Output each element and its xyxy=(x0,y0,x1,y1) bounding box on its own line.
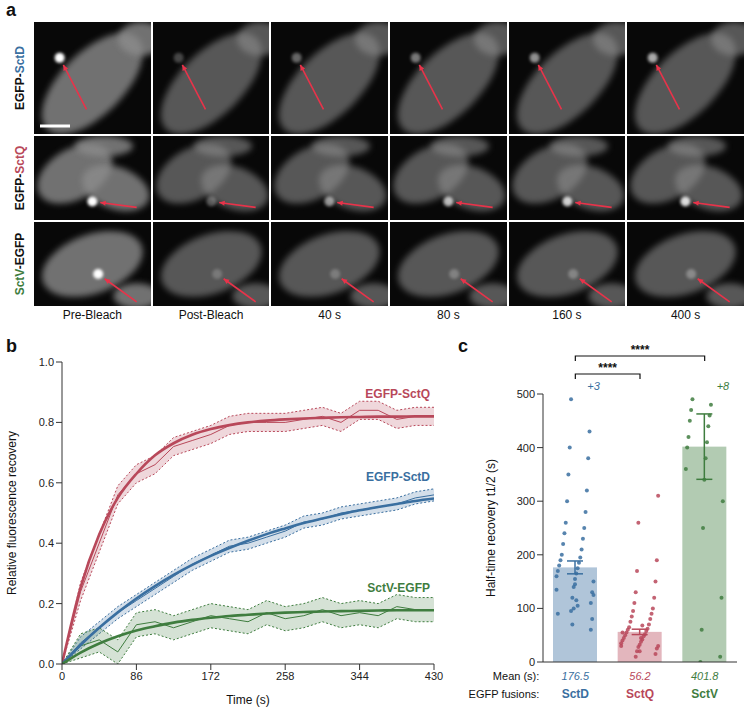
svg-text:SctV-EGFP: SctV-EGFP xyxy=(367,581,430,595)
svg-text:EGFP-SctQ: EGFP-SctQ xyxy=(13,146,27,211)
svg-text:EGFP fusions:: EGFP fusions: xyxy=(469,688,540,700)
svg-text:SctQ: SctQ xyxy=(626,687,654,701)
svg-text:430: 430 xyxy=(425,670,443,682)
html-text:a: a xyxy=(6,0,16,20)
svg-text:0.2: 0.2 xyxy=(39,598,54,610)
svg-text:344: 344 xyxy=(350,670,368,682)
html-text:Pre-Bleach: Pre-Bleach xyxy=(62,308,122,322)
svg-text:SctD: SctD xyxy=(562,687,590,701)
html-text:160 s: 160 s xyxy=(552,308,582,322)
svg-text:Relative fluorescence recovery: Relative fluorescence recovery xyxy=(5,431,19,595)
svg-text:0.0: 0.0 xyxy=(39,658,54,670)
svg-text:EGFP-SctD: EGFP-SctD xyxy=(366,470,430,484)
svg-text:258: 258 xyxy=(276,670,294,682)
svg-text:EGFP-SctQ: EGFP-SctQ xyxy=(365,387,430,401)
svg-text:200: 200 xyxy=(517,549,535,561)
svg-text:+8: +8 xyxy=(717,380,730,392)
svg-text:500: 500 xyxy=(517,388,535,400)
svg-text:0.4: 0.4 xyxy=(39,537,54,549)
html-text:40 s: 40 s xyxy=(318,308,341,322)
svg-text:EGFP-SctD: EGFP-SctD xyxy=(13,46,27,110)
svg-text:56.2: 56.2 xyxy=(629,670,650,682)
html-text:Post-Bleach: Post-Bleach xyxy=(178,308,244,322)
svg-text:Half-time recovery t1/2 (s): Half-time recovery t1/2 (s) xyxy=(484,459,498,597)
svg-text:300: 300 xyxy=(517,495,535,507)
html-text:c: c xyxy=(458,336,468,356)
svg-text:Time (s): Time (s) xyxy=(226,693,270,707)
html-text:400 s: 400 s xyxy=(670,308,701,322)
svg-text:Mean (s):: Mean (s): xyxy=(493,670,539,682)
svg-text:****: **** xyxy=(598,361,617,375)
svg-text:0.8: 0.8 xyxy=(39,416,54,428)
svg-text:401.8: 401.8 xyxy=(691,670,719,682)
svg-text:0: 0 xyxy=(59,670,65,682)
svg-text:176.5: 176.5 xyxy=(562,670,590,682)
svg-text:0.6: 0.6 xyxy=(39,477,54,489)
svg-text:400: 400 xyxy=(517,442,535,454)
svg-text:+3: +3 xyxy=(587,380,600,392)
svg-text:100: 100 xyxy=(517,602,535,614)
svg-text:SctV-EGFP: SctV-EGFP xyxy=(13,233,27,296)
svg-text:1.0: 1.0 xyxy=(39,356,54,368)
html-text:b: b xyxy=(6,336,17,356)
svg-text:****: **** xyxy=(631,343,650,357)
html-text:80 s: 80 s xyxy=(437,308,460,322)
svg-text:0: 0 xyxy=(529,656,535,668)
svg-text:172: 172 xyxy=(202,670,220,682)
svg-text:SctV: SctV xyxy=(691,687,718,701)
svg-text:86: 86 xyxy=(130,670,142,682)
